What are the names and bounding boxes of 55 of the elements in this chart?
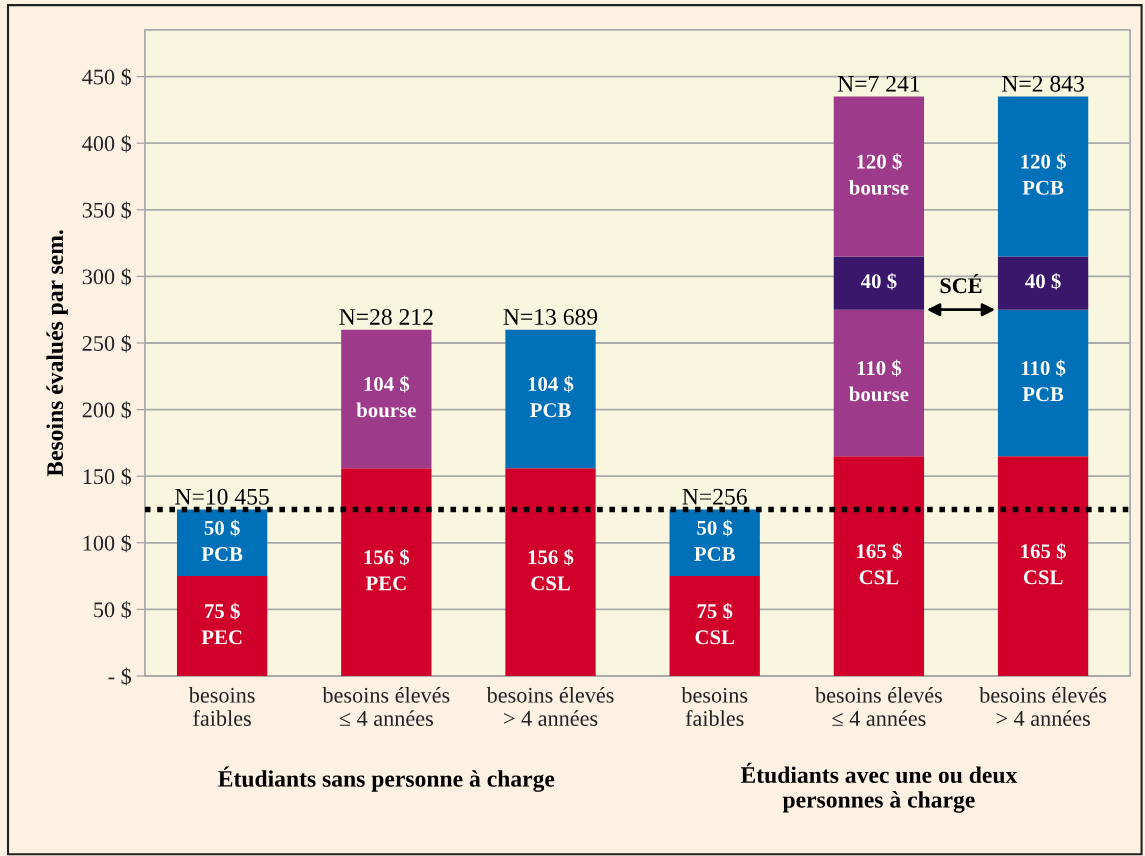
y-tick-label: 200 $ [82, 401, 132, 419]
data-label: 104 $ bourse [356, 375, 416, 418]
bar [833, 256, 925, 310]
annotation: N=2 843 [1002, 75, 1084, 92]
data-label: 40 $ [1025, 272, 1061, 290]
y-tick-label: 450 $ [82, 68, 132, 86]
data-label: 165 $ CSL [857, 542, 902, 585]
y-tick-label: 100 $ [83, 534, 132, 553]
y-tick-label: 300 $ [82, 268, 132, 286]
bar [997, 309, 1089, 457]
bar [833, 456, 925, 676]
y-tick-label: 150 $ [83, 467, 132, 486]
data-label: 110 $ PCB [1021, 359, 1066, 402]
data-label: 165 $ CSL [1021, 542, 1066, 585]
annotation: SCÉ [940, 273, 982, 294]
x-tick-label: besoins faibles [188, 687, 255, 726]
y-tick-label: - $ [108, 667, 132, 686]
text: Étudiants sans personne à charge [218, 766, 555, 792]
bar [176, 509, 268, 577]
bar [505, 468, 596, 676]
data-label: 156 $ PEC [364, 548, 410, 591]
bar [997, 256, 1089, 310]
x-tick-label: besoins élevés ≤ 4 années [322, 687, 450, 726]
annotation: N=256 [682, 488, 747, 505]
data-label: 75 $ CSL [695, 602, 735, 645]
bar [341, 468, 432, 676]
data-label: 120 $ PCB [1021, 153, 1066, 195]
bar [505, 329, 596, 469]
y-tick-label: 350 $ [82, 201, 132, 220]
bar [833, 96, 925, 257]
x-tick-label: besoins élevés > 4 années [486, 687, 614, 726]
annotation: N=7 241 [837, 75, 920, 92]
text: Étudiants avec une ou deux personnes à charge [740, 762, 1018, 813]
y-tick-label: 250 $ [82, 334, 132, 353]
x-tick-label: besoins élevés ≤ 4 années [815, 687, 942, 726]
data-label: 50 $ PCB [694, 519, 735, 562]
data-label: 75 $ PEC [201, 602, 242, 645]
annotation: N=10 455 [175, 488, 269, 505]
annotation: N=13 689 [503, 308, 598, 325]
bar [669, 509, 760, 577]
bar [176, 576, 268, 676]
data-label: 156 $ CSL [528, 548, 574, 591]
annotation: N=28 212 [339, 308, 433, 325]
data-label: 110 $ bourse [849, 359, 909, 402]
y-tick-label: 50 $ [94, 601, 132, 619]
bar [669, 576, 760, 676]
bar [997, 456, 1089, 676]
data-label: 50 $ PCB [201, 519, 243, 562]
x-tick-label: besoins faibles [681, 687, 748, 726]
data-label: 120 $ bourse [849, 153, 909, 195]
y-tick-label: 400 $ [82, 134, 132, 153]
data-label: 40 $ [860, 272, 897, 290]
x-tick-label: besoins élevés > 4 années [979, 687, 1107, 726]
data-label: 104 $ PCB [528, 375, 574, 418]
y-axis-title: Besoins évalués par sem. [46, 230, 68, 477]
